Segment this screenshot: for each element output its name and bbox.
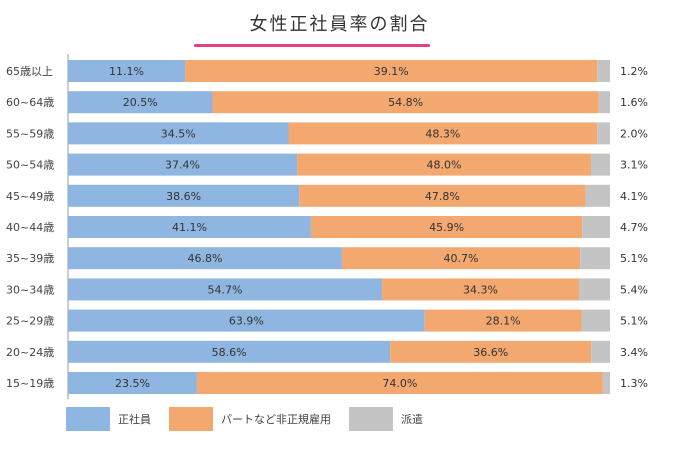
data-label-regular: 11.1% — [109, 65, 144, 78]
bar-segment-dispatch — [598, 91, 610, 114]
bar-segment-dispatch — [602, 372, 610, 394]
category-label: 45~49歳 — [6, 190, 54, 203]
data-label-part-time: 54.8% — [388, 96, 423, 109]
data-label-regular: 54.7% — [208, 283, 243, 296]
legend-item-part-time: パートなど非正規雇用 — [169, 407, 331, 431]
bar-segment-dispatch — [578, 278, 610, 301]
bar-segment-part-time — [297, 153, 592, 176]
bar-segment-part-time — [299, 184, 586, 207]
chart-title: 女性正社員率の割合 — [249, 14, 430, 35]
data-label-dispatch: 3.4% — [620, 346, 648, 359]
data-label-dispatch: 4.1% — [620, 190, 648, 203]
data-label-regular: 38.6% — [166, 190, 201, 203]
bar-segment-regular — [68, 278, 383, 301]
legend-swatch-part-time — [169, 407, 213, 431]
legend-item-regular: 正社員 — [66, 407, 151, 431]
bar-segment-regular — [68, 247, 342, 270]
bar-segment-part-time — [196, 372, 603, 394]
bar-segment-regular — [68, 372, 197, 394]
data-label-dispatch: 1.3% — [620, 377, 648, 390]
category-label: 15~19歳 — [6, 377, 54, 390]
legend-label-dispatch: 派遣 — [401, 413, 423, 426]
bar-segment-regular — [68, 216, 311, 238]
data-label-dispatch: 3.1% — [620, 159, 648, 172]
bar-segment-part-time — [310, 216, 583, 238]
data-label-dispatch: 1.6% — [620, 96, 648, 109]
bar-segment-dispatch — [580, 247, 610, 270]
chart-legend: 正社員 パートなど非正規雇用 派遣 — [66, 406, 441, 432]
data-label-regular: 20.5% — [123, 96, 158, 109]
data-label-part-time: 36.6% — [473, 346, 508, 359]
bar-segment-dispatch — [582, 216, 610, 238]
legend-item-dispatch: 派遣 — [349, 407, 423, 431]
bar-segment-part-time — [185, 60, 598, 82]
bar-segment-dispatch — [591, 153, 610, 176]
bar-segment-part-time — [288, 122, 598, 145]
data-label-part-time: 47.8% — [425, 190, 460, 203]
data-label-part-time: 45.9% — [429, 221, 464, 234]
bar-segment-regular — [68, 340, 391, 363]
data-label-regular: 58.6% — [212, 346, 247, 359]
category-label: 55~59歳 — [6, 127, 54, 140]
bar-segment-part-time — [390, 340, 592, 363]
data-label-dispatch: 4.7% — [620, 221, 648, 234]
category-label: 60~64歳 — [6, 96, 54, 109]
data-label-regular: 63.9% — [229, 315, 264, 328]
data-label-regular: 23.5% — [115, 377, 150, 390]
bar-segment-part-time — [341, 247, 581, 270]
data-label-dispatch: 2.0% — [620, 127, 648, 140]
bar-segment-regular — [68, 122, 289, 145]
data-label-part-time: 28.1% — [486, 315, 521, 328]
bar-segment-regular — [68, 184, 300, 207]
data-label-regular: 46.8% — [187, 252, 222, 265]
bar-segment-regular — [68, 60, 186, 82]
title-underline — [194, 44, 430, 47]
category-label: 50~54歳 — [6, 159, 54, 172]
bar-segment-part-time — [212, 91, 599, 114]
bar-segment-dispatch — [591, 340, 610, 363]
data-label-part-time: 39.1% — [374, 65, 409, 78]
category-label: 35~39歳 — [6, 252, 54, 265]
category-label: 30~34歳 — [6, 283, 54, 296]
data-label-part-time: 40.7% — [444, 252, 479, 265]
data-label-dispatch: 5.4% — [620, 283, 648, 296]
category-label: 40~44歳 — [6, 221, 54, 234]
legend-swatch-dispatch — [349, 407, 393, 431]
bar-segment-regular — [68, 309, 425, 332]
data-label-dispatch: 5.1% — [620, 252, 648, 265]
legend-label-regular: 正社員 — [118, 413, 151, 426]
data-label-dispatch: 1.2% — [620, 65, 648, 78]
data-label-regular: 34.5% — [161, 127, 196, 140]
legend-label-part-time: パートなど非正規雇用 — [221, 413, 331, 426]
legend-swatch-regular — [66, 407, 110, 431]
data-label-regular: 37.4% — [165, 159, 200, 172]
data-label-part-time: 74.0% — [382, 377, 417, 390]
category-label: 65歳以上 — [6, 65, 53, 78]
data-label-dispatch: 5.1% — [620, 315, 648, 328]
bar-segment-regular — [68, 91, 213, 114]
category-label: 25~29歳 — [6, 315, 54, 328]
bar-segment-dispatch — [581, 309, 610, 332]
category-label: 20~24歳 — [6, 346, 54, 359]
data-label-part-time: 48.3% — [425, 127, 460, 140]
bar-segment-part-time — [424, 309, 582, 332]
bar-segment-dispatch — [597, 122, 610, 145]
data-label-part-time: 48.0% — [427, 159, 462, 172]
data-label-regular: 41.1% — [172, 221, 207, 234]
bar-segment-part-time — [382, 278, 579, 301]
bar-segment-regular — [68, 153, 298, 176]
bar-segment-dispatch — [597, 60, 610, 82]
data-label-part-time: 34.3% — [463, 283, 498, 296]
bar-segment-dispatch — [585, 184, 610, 207]
